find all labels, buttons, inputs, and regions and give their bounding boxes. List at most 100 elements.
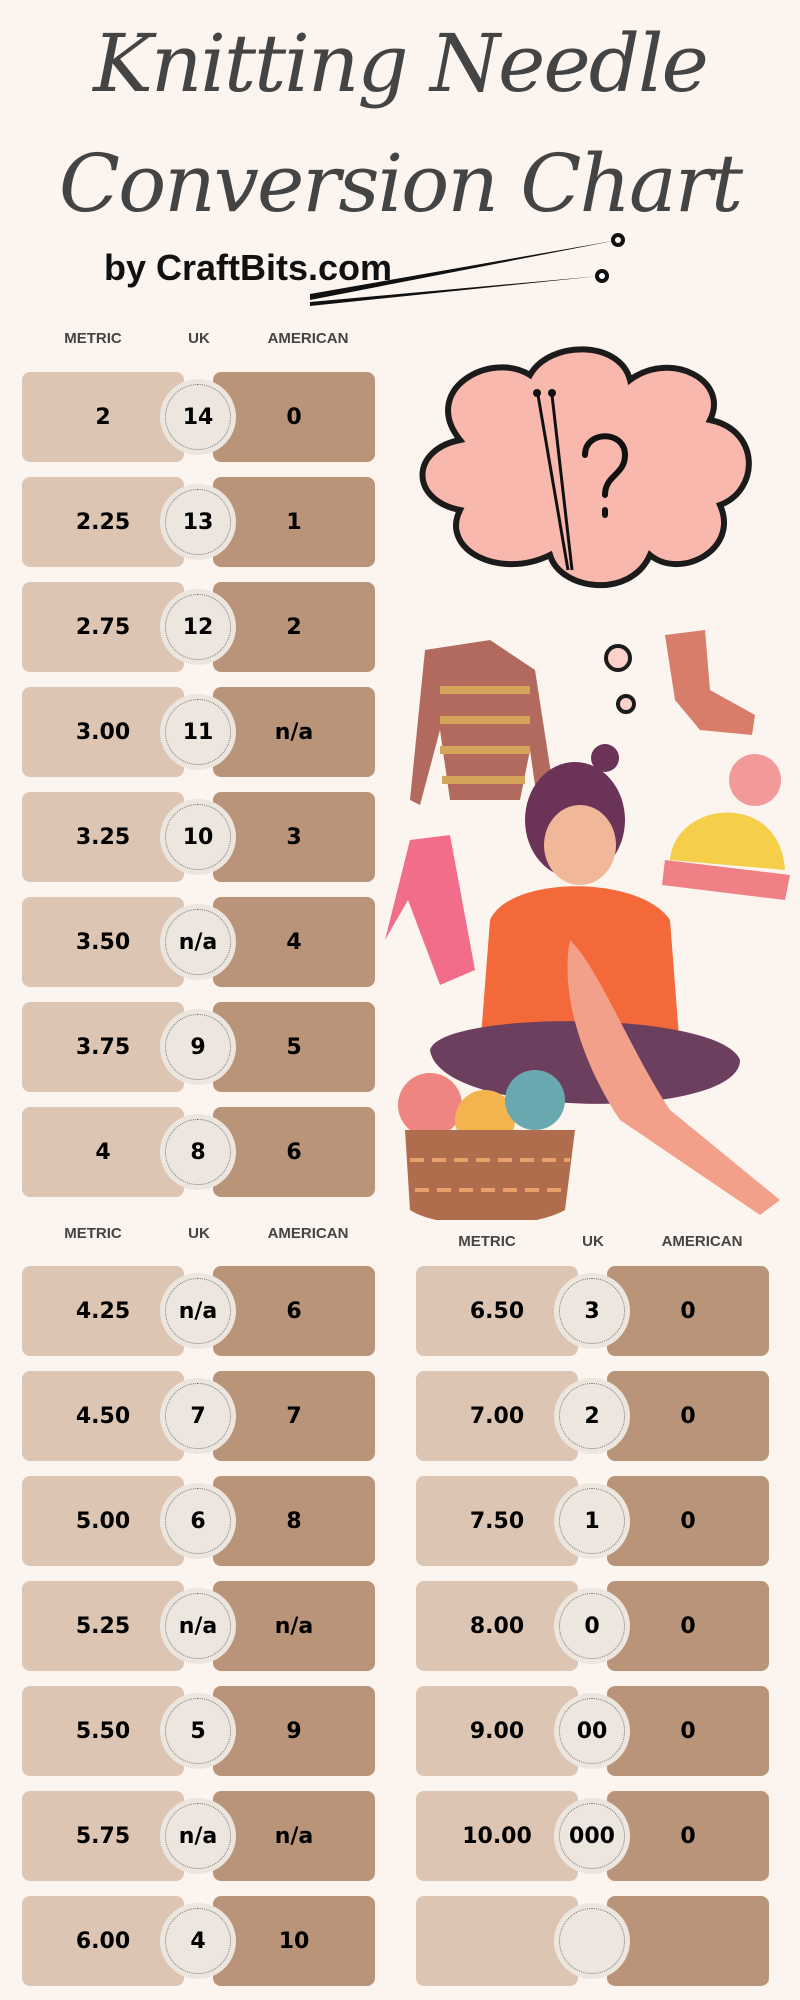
american-cell: 6 (213, 1266, 375, 1356)
american-cell-value: 1 (286, 509, 302, 535)
american-cell: 3 (213, 792, 375, 882)
metric-cell: 7.00 (416, 1371, 578, 1461)
uk-cell: 10 (160, 799, 236, 875)
metric-cell: 2.25 (22, 477, 184, 567)
metric-cell: 3.75 (22, 1002, 184, 1092)
uk-cell: n/a (160, 1588, 236, 1664)
table-row: 5.75 n/a n/a (22, 1791, 375, 1881)
metric-cell: 9.00 (416, 1686, 578, 1776)
uk-cell-value: 0 (584, 1613, 600, 1639)
table-row: 5.25 n/a n/a (22, 1581, 375, 1671)
american-cell-value: n/a (274, 1613, 314, 1639)
metric-cell-value: 5.50 (75, 1718, 131, 1744)
uk-cell-value: 5 (190, 1718, 206, 1744)
uk-cell: 00 (554, 1693, 630, 1769)
uk-cell: 9 (160, 1009, 236, 1085)
table-row: 3.25 3 10 (22, 792, 375, 882)
yarn-basket-icon (398, 1070, 575, 1220)
metric-cell-value: 8.00 (469, 1613, 525, 1639)
metric-cell-value: 5.75 (75, 1823, 131, 1849)
american-cell: 5 (213, 1002, 375, 1092)
table-row: 6.50 0 3 (416, 1266, 769, 1356)
american-cell-value: 10 (278, 1928, 310, 1954)
american-cell-value: n/a (274, 1823, 314, 1849)
american-cell: 10 (213, 1896, 375, 1986)
metric-cell-value: 9.00 (469, 1718, 525, 1744)
column-header-metric: METRIC (458, 1233, 516, 1250)
american-cell-value: 0 (680, 1823, 696, 1849)
american-cell: 6 (213, 1107, 375, 1197)
table-row: 7.50 0 1 (416, 1476, 769, 1566)
column-header-american: AMERICAN (267, 330, 349, 347)
uk-cell-value: 1 (584, 1508, 600, 1534)
table-row (416, 1896, 769, 1986)
american-cell-value: 6 (286, 1139, 302, 1165)
uk-cell: 14 (160, 379, 236, 455)
uk-cell-value: n/a (178, 929, 218, 955)
table-row: 5.00 8 6 (22, 1476, 375, 1566)
uk-cell-value: n/a (178, 1613, 218, 1639)
uk-cell-value: 13 (182, 509, 214, 535)
uk-cell: 5 (160, 1693, 236, 1769)
metric-cell-value: 5.00 (75, 1508, 131, 1534)
metric-cell: 3.50 (22, 897, 184, 987)
american-cell: 0 (607, 1791, 769, 1881)
beanie-icon (662, 754, 790, 900)
metric-cell: 4.50 (22, 1371, 184, 1461)
american-cell-value: 2 (286, 614, 302, 640)
table-row: 4 6 8 (22, 1107, 375, 1197)
american-cell-value: 7 (286, 1403, 302, 1429)
american-cell-value: 0 (680, 1718, 696, 1744)
metric-cell-value: 6.50 (469, 1298, 525, 1324)
american-cell: n/a (213, 1581, 375, 1671)
metric-cell: 3.00 (22, 687, 184, 777)
american-cell: 0 (213, 372, 375, 462)
american-cell-value: 6 (286, 1298, 302, 1324)
american-cell: 0 (607, 1581, 769, 1671)
american-cell: 0 (607, 1686, 769, 1776)
american-cell: 0 (607, 1371, 769, 1461)
uk-cell: n/a (160, 1798, 236, 1874)
column-header-metric: METRIC (64, 330, 122, 347)
table-row: 7.00 0 2 (416, 1371, 769, 1461)
american-cell-value: 3 (286, 824, 302, 850)
american-cell: 2 (213, 582, 375, 672)
metric-cell-value: 5.25 (75, 1613, 131, 1639)
column-header-american: AMERICAN (267, 1225, 349, 1242)
uk-cell: 000 (554, 1798, 630, 1874)
uk-cell: 1 (554, 1483, 630, 1559)
table-row: 10.00 0 000 (416, 1791, 769, 1881)
american-cell: 0 (607, 1266, 769, 1356)
metric-cell-value: 3.25 (75, 824, 131, 850)
american-cell: 8 (213, 1476, 375, 1566)
uk-cell-value: 14 (182, 404, 214, 430)
metric-cell: 5.75 (22, 1791, 184, 1881)
uk-cell: n/a (160, 904, 236, 980)
table-row: 6.00 10 4 (22, 1896, 375, 1986)
uk-cell-value: 00 (576, 1718, 608, 1744)
knitting-woman-icon (430, 744, 780, 1215)
title-line-1: Knitting Needle (93, 17, 709, 110)
american-cell-value: 0 (680, 1508, 696, 1534)
metric-cell-value: 3.50 (75, 929, 131, 955)
american-cell-value: 0 (680, 1613, 696, 1639)
uk-cell: 6 (160, 1483, 236, 1559)
metric-cell: 5.00 (22, 1476, 184, 1566)
metric-cell: 4 (22, 1107, 184, 1197)
uk-cell: 0 (554, 1588, 630, 1664)
uk-cell-value: 7 (190, 1403, 206, 1429)
metric-cell-value: 3.75 (75, 1034, 131, 1060)
uk-cell: 8 (160, 1114, 236, 1190)
uk-cell-value: 6 (190, 1508, 206, 1534)
metric-cell: 10.00 (416, 1791, 578, 1881)
metric-cell-value: 7.00 (469, 1403, 525, 1429)
metric-cell (416, 1896, 578, 1986)
metric-cell-value: 4.25 (75, 1298, 131, 1324)
table-row: 9.00 0 00 (416, 1686, 769, 1776)
table-row: 4.50 7 7 (22, 1371, 375, 1461)
uk-cell-value: 10 (182, 824, 214, 850)
knitting-illustration (385, 346, 790, 1220)
metric-cell: 2 (22, 372, 184, 462)
uk-cell-value: 3 (584, 1298, 600, 1324)
american-cell: 0 (607, 1476, 769, 1566)
